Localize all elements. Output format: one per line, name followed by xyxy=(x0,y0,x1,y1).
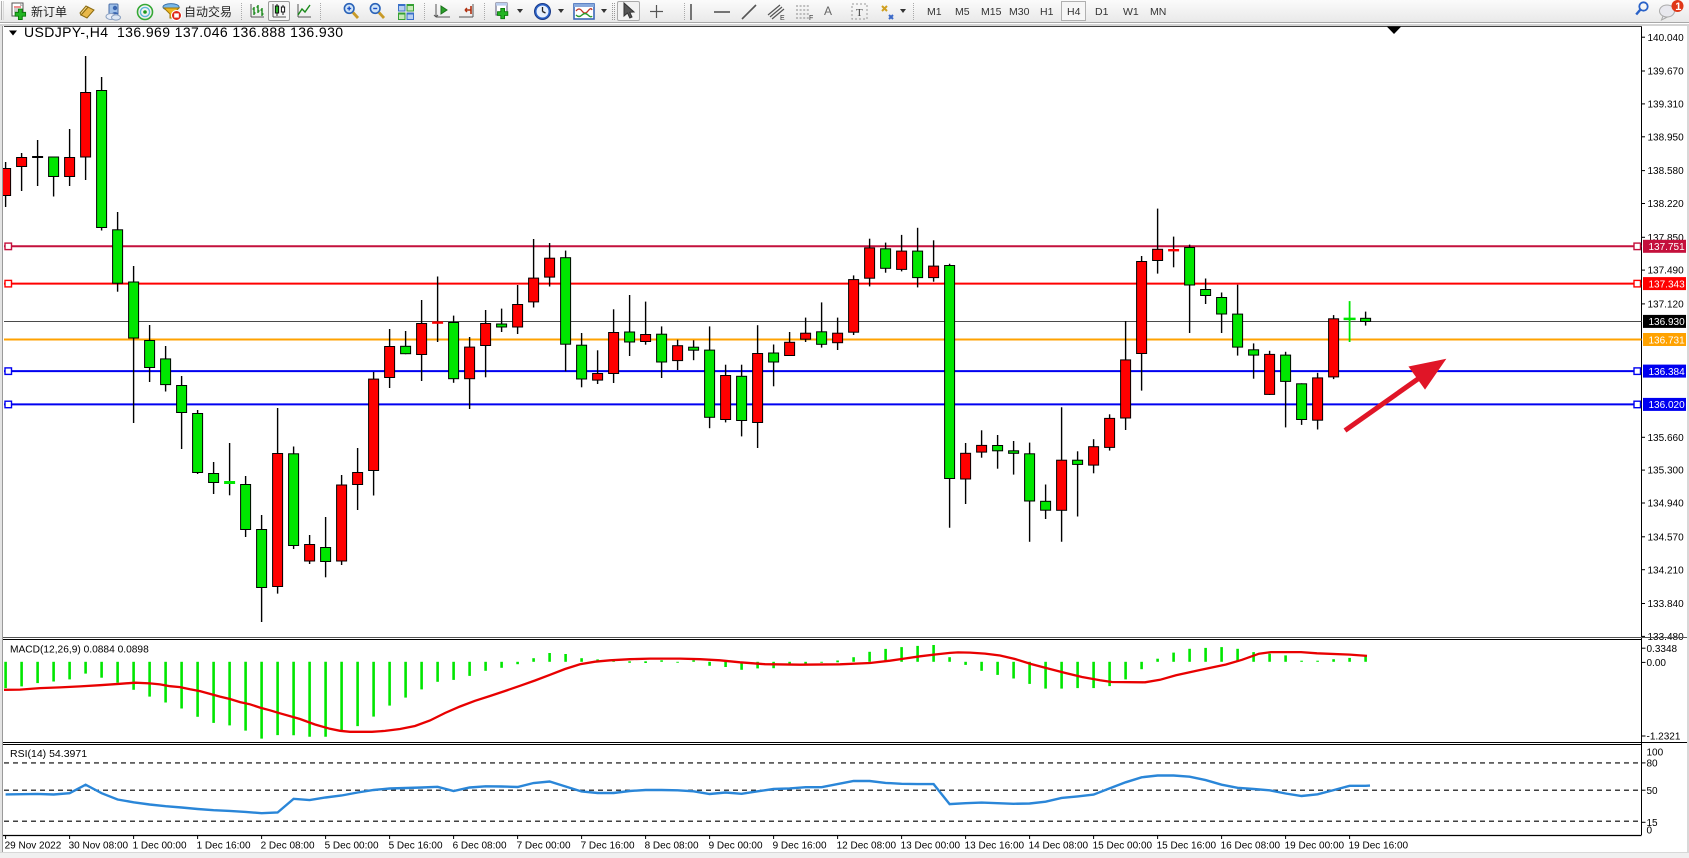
svg-text:136.384: 136.384 xyxy=(1649,367,1686,378)
svg-text:15 Dec 16:00: 15 Dec 16:00 xyxy=(1157,841,1217,852)
svg-text:16 Dec 08:00: 16 Dec 08:00 xyxy=(1221,841,1281,852)
svg-text:135.300: 135.300 xyxy=(1648,466,1685,477)
svg-text:19 Dec 16:00: 19 Dec 16:00 xyxy=(1349,841,1409,852)
svg-text:138.580: 138.580 xyxy=(1648,166,1685,177)
svg-text:135.660: 135.660 xyxy=(1648,433,1685,444)
svg-text:80: 80 xyxy=(1647,759,1659,770)
svg-text:1 Dec 00:00: 1 Dec 00:00 xyxy=(133,841,187,852)
svg-text:134.210: 134.210 xyxy=(1648,565,1685,576)
svg-text:13 Dec 00:00: 13 Dec 00:00 xyxy=(901,841,961,852)
svg-text:1: 1 xyxy=(1675,1,1681,13)
svg-text:F: F xyxy=(809,15,813,21)
svg-text:13 Dec 16:00: 13 Dec 16:00 xyxy=(965,841,1025,852)
svg-text:1 Dec 16:00: 1 Dec 16:00 xyxy=(197,841,251,852)
svg-text:133.840: 133.840 xyxy=(1648,599,1685,610)
svg-text:7 Dec 16:00: 7 Dec 16:00 xyxy=(581,841,635,852)
svg-text:50: 50 xyxy=(1647,786,1659,797)
svg-text:-1.2321: -1.2321 xyxy=(1647,732,1681,743)
svg-text:0: 0 xyxy=(1647,825,1653,836)
svg-text:136.020: 136.020 xyxy=(1649,400,1686,411)
svg-text:8 Dec 08:00: 8 Dec 08:00 xyxy=(645,841,699,852)
svg-text:137.751: 137.751 xyxy=(1649,242,1686,253)
svg-text:15 Dec 00:00: 15 Dec 00:00 xyxy=(1093,841,1153,852)
svg-text:14 Dec 08:00: 14 Dec 08:00 xyxy=(1029,841,1089,852)
svg-text:100: 100 xyxy=(1647,747,1664,758)
svg-text:12 Dec 08:00: 12 Dec 08:00 xyxy=(837,841,897,852)
svg-text:MACD(12,26,9) 0.0884 0.0898: MACD(12,26,9) 0.0884 0.0898 xyxy=(10,645,149,656)
svg-text:30 Nov 08:00: 30 Nov 08:00 xyxy=(69,841,129,852)
svg-text:0.3348: 0.3348 xyxy=(1647,644,1678,655)
svg-text:139.670: 139.670 xyxy=(1648,67,1685,78)
svg-text:15: 15 xyxy=(1647,818,1659,829)
svg-text:5 Dec 16:00: 5 Dec 16:00 xyxy=(389,841,443,852)
svg-text:137.343: 137.343 xyxy=(1649,279,1686,290)
svg-text:140.040: 140.040 xyxy=(1648,33,1685,44)
svg-text:137.120: 137.120 xyxy=(1648,300,1685,311)
svg-text:5 Dec 00:00: 5 Dec 00:00 xyxy=(325,841,379,852)
svg-text:9 Dec 00:00: 9 Dec 00:00 xyxy=(709,841,763,852)
svg-text:136.731: 136.731 xyxy=(1649,335,1686,346)
svg-text:29 Nov 2022: 29 Nov 2022 xyxy=(5,841,62,852)
svg-text:9 Dec 16:00: 9 Dec 16:00 xyxy=(773,841,827,852)
svg-text:137.850: 137.850 xyxy=(1648,233,1685,244)
svg-text:7 Dec 00:00: 7 Dec 00:00 xyxy=(517,841,571,852)
svg-text:134.570: 134.570 xyxy=(1648,532,1685,543)
svg-text:134.940: 134.940 xyxy=(1648,499,1685,510)
svg-text:137.490: 137.490 xyxy=(1648,266,1685,277)
svg-text:138.220: 138.220 xyxy=(1648,199,1685,210)
svg-text:RSI(14) 54.3971: RSI(14) 54.3971 xyxy=(10,748,87,760)
svg-text:138.950: 138.950 xyxy=(1648,132,1685,143)
svg-text:USDJPY-,H4 136.969 137.046 13: USDJPY-,H4 136.969 137.046 136.888 136.9… xyxy=(24,24,343,40)
svg-text:T: T xyxy=(856,7,863,19)
svg-text:136.930: 136.930 xyxy=(1649,317,1686,328)
svg-text:E: E xyxy=(780,15,785,21)
svg-text:6 Dec 08:00: 6 Dec 08:00 xyxy=(453,841,507,852)
svg-text:19 Dec 00:00: 19 Dec 00:00 xyxy=(1285,841,1345,852)
svg-text:0.00: 0.00 xyxy=(1647,658,1667,669)
svg-text:2 Dec 08:00: 2 Dec 08:00 xyxy=(261,841,315,852)
svg-text:139.310: 139.310 xyxy=(1648,100,1685,111)
